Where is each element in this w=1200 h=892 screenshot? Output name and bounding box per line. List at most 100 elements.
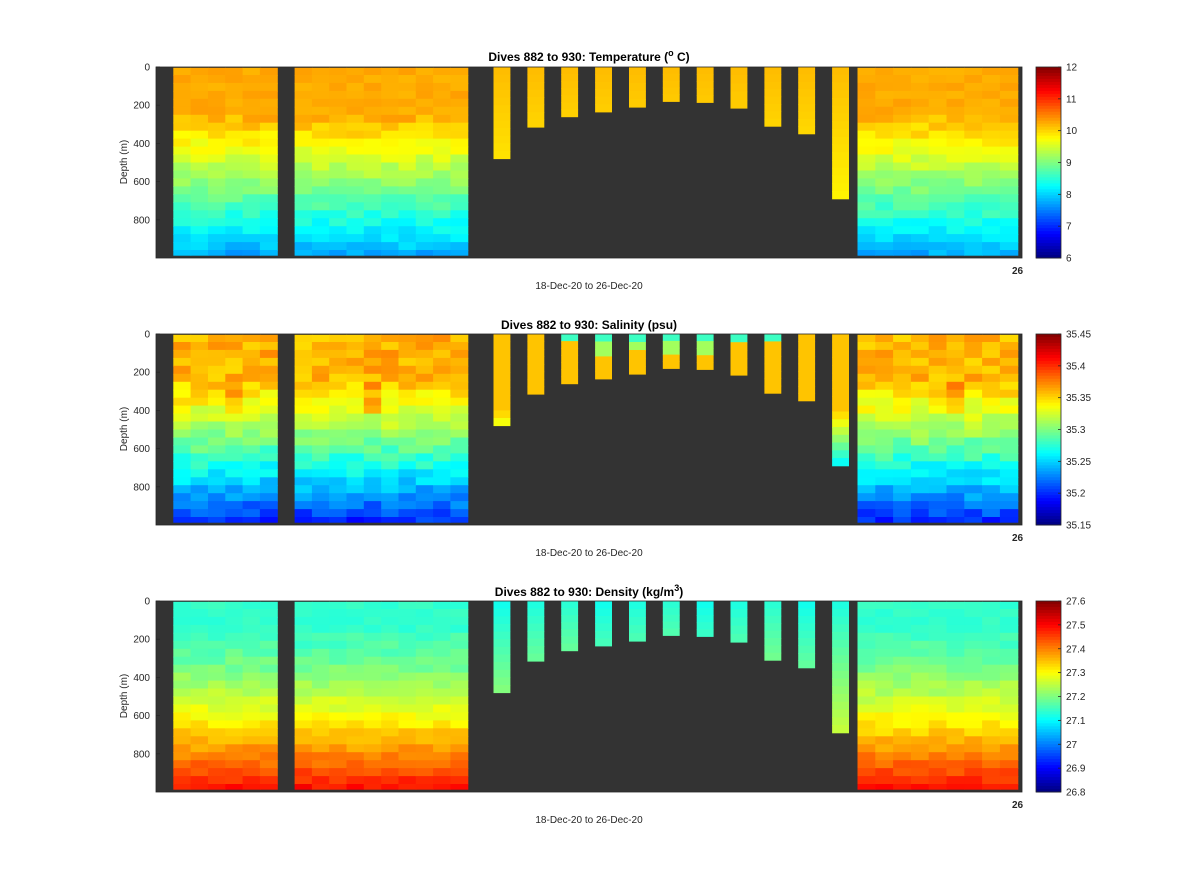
- colorbar-segment: [1036, 420, 1061, 425]
- heatmap-cell: [999, 461, 1019, 470]
- heatmap-cell: [433, 477, 451, 486]
- heatmap-cell: [208, 114, 226, 124]
- heatmap-cell: [398, 365, 417, 375]
- colorbar-segment: [1036, 246, 1061, 250]
- heatmap-cell: [294, 752, 313, 761]
- colorbar-segment: [1036, 696, 1061, 700]
- heatmap-cell: [208, 601, 226, 610]
- heatmap-cell: [999, 122, 1019, 132]
- short-dive-cell: [832, 349, 849, 358]
- heatmap-cell: [964, 146, 983, 156]
- heatmap-cell: [415, 130, 434, 140]
- heatmap-cell: [363, 234, 382, 243]
- heatmap-cell: [433, 776, 451, 785]
- heatmap-cell: [999, 704, 1019, 714]
- short-dive-cell: [832, 458, 849, 467]
- heatmap-cell: [311, 688, 330, 698]
- heatmap-cell: [329, 776, 348, 785]
- heatmap-cell: [450, 381, 469, 391]
- heatmap-cell: [381, 720, 400, 729]
- heatmap-cell: [433, 728, 451, 737]
- heatmap-cell: [346, 760, 365, 769]
- heatmap-cell: [311, 760, 330, 769]
- heatmap-cell: [910, 469, 930, 478]
- heatmap-cell: [346, 768, 365, 777]
- short-dive-cell: [662, 607, 680, 616]
- heatmap-cell: [311, 616, 330, 626]
- heatmap-cell: [433, 234, 451, 243]
- heatmap-cell: [173, 413, 192, 423]
- colorbar-segment: [1036, 426, 1061, 430]
- heatmap-cell: [242, 616, 261, 626]
- heatmap-cell: [259, 90, 278, 100]
- heatmap-cell: [225, 75, 244, 84]
- short-dive-cell: [561, 369, 579, 378]
- heatmap-cell: [225, 90, 244, 100]
- heatmap-cell: [208, 234, 226, 243]
- heatmap-cell: [964, 114, 983, 124]
- heatmap-cell: [928, 477, 948, 486]
- heatmap-cell: [190, 218, 209, 227]
- panel-density: Dives 882 to 930: Density (kg/m3) 020040…: [119, 583, 1086, 826]
- heatmap-cell: [381, 357, 400, 367]
- short-dive-cell: [696, 362, 714, 370]
- heatmap-cell: [893, 106, 912, 116]
- colorbar-segment: [1036, 465, 1061, 469]
- colorbar-segment: [1036, 609, 1061, 614]
- heatmap-cell: [311, 90, 330, 100]
- heatmap-cell: [242, 648, 261, 658]
- heatmap-cell: [964, 250, 983, 256]
- heatmap-cell: [875, 688, 894, 698]
- heatmap-cell: [928, 381, 948, 391]
- heatmap-cell: [415, 784, 434, 790]
- heatmap-cell: [398, 517, 417, 523]
- heatmap-cell: [208, 501, 226, 510]
- heatmap-cell: [999, 226, 1019, 235]
- heatmap-cell: [225, 130, 244, 140]
- heatmap-cell: [928, 98, 948, 108]
- heatmap-cell: [208, 477, 226, 486]
- heatmap-cell: [173, 609, 192, 618]
- short-dive-cell: [493, 105, 511, 114]
- heatmap-cell: [225, 178, 244, 187]
- heatmap-cell: [173, 712, 192, 721]
- short-dive-cell: [832, 396, 849, 405]
- heatmap-cell: [964, 601, 983, 610]
- short-dive-cell: [527, 67, 545, 75]
- heatmap-cell: [208, 720, 226, 729]
- heatmap-cell: [857, 67, 876, 76]
- colorbar-segment: [1036, 786, 1061, 790]
- heatmap-cell: [946, 389, 965, 399]
- heatmap-cell: [857, 664, 876, 674]
- heatmap-cell: [190, 389, 209, 399]
- heatmap-cell: [346, 477, 365, 486]
- heatmap-cell: [259, 138, 278, 148]
- colorbar-segment: [1036, 483, 1061, 487]
- colorbar-segment: [1036, 165, 1061, 169]
- heatmap-cell: [381, 752, 400, 761]
- heatmap-cell: [173, 632, 192, 642]
- heatmap-cell: [346, 656, 365, 666]
- heatmap-cell: [398, 162, 417, 172]
- colorbar-segment: [1036, 627, 1061, 632]
- heatmap-cell: [875, 186, 894, 195]
- heatmap-cell: [857, 82, 876, 92]
- heatmap-cell: [242, 114, 261, 124]
- heatmap-cell: [311, 632, 330, 642]
- colorbar-segment: [1036, 699, 1061, 703]
- heatmap-cell: [999, 373, 1019, 383]
- heatmap-cell: [363, 509, 382, 518]
- heatmap-cell: [999, 776, 1019, 785]
- heatmap-cell: [964, 194, 983, 203]
- colorbar-tick-label: 35.15: [1066, 521, 1091, 532]
- heatmap-cell: [964, 672, 983, 682]
- heatmap-cell: [875, 493, 894, 502]
- heatmap-cell: [450, 453, 469, 462]
- heatmap-cell: [329, 162, 348, 172]
- heatmap-cell: [450, 609, 469, 618]
- heatmap-cell: [311, 509, 330, 518]
- heatmap-cell: [999, 421, 1019, 431]
- y-tick-label: 0: [144, 330, 150, 341]
- short-dive-cell: [696, 608, 714, 616]
- heatmap-cell: [311, 720, 330, 729]
